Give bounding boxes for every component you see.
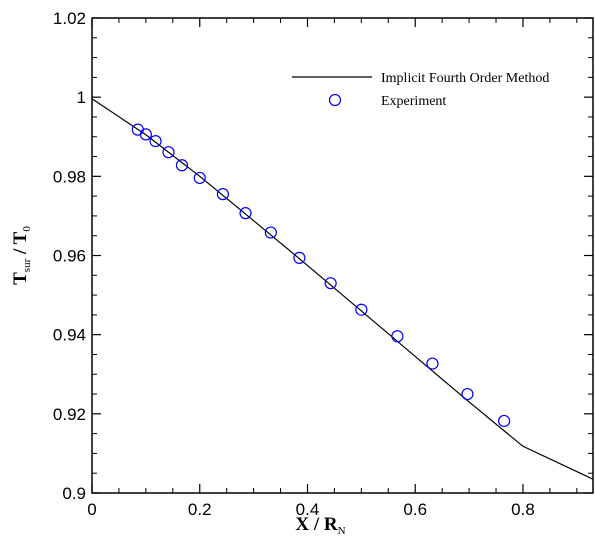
experiment-point <box>162 146 175 159</box>
y-axis-title-sub2: 0 <box>21 226 33 232</box>
x-tick-label: 0.6 <box>403 500 427 519</box>
y-tick-label: 0.94 <box>53 326 86 345</box>
experiment-point <box>175 159 189 172</box>
y-axis-title-main: T <box>10 272 31 285</box>
experiment-point <box>426 357 439 370</box>
experiment-point <box>498 414 511 428</box>
y-tick-label: 0.98 <box>53 167 86 186</box>
y-tick-label: 0.9 <box>62 484 86 503</box>
x-axis-ticks: 0 0.2 0.4 0.6 0.8 <box>87 18 578 519</box>
x-axis-title-symbol: R <box>324 514 338 535</box>
experiment-point <box>149 135 162 148</box>
experiment-point <box>391 330 404 343</box>
experiment-point <box>193 171 206 185</box>
experiment-point <box>239 207 252 220</box>
experiment-point <box>139 128 152 141</box>
x-tick-label: 0 <box>87 500 96 519</box>
y-tick-label: 0.92 <box>53 405 86 424</box>
legend-marker-sample <box>328 93 342 107</box>
y-axis-title-symbol: T <box>10 231 31 244</box>
x-axis-title: X / RN <box>295 514 345 537</box>
experiment-point <box>264 226 277 239</box>
y-tick-label: 1.02 <box>53 9 86 28</box>
experiment-point <box>293 251 306 264</box>
x-axis-title-sub: N <box>338 525 346 537</box>
experiment-point <box>355 303 368 316</box>
y-tick-label: 0.96 <box>53 247 86 266</box>
x-tick-label: 0.2 <box>188 500 212 519</box>
legend-marker-label: Experiment <box>381 94 446 109</box>
plot-frame <box>91 17 594 494</box>
legend: Implicit Fourth Order Method Experiment <box>292 71 549 109</box>
y-axis-title-sep: / <box>10 244 31 258</box>
plot-area <box>91 17 594 494</box>
y-axis-title-sub: sur <box>21 258 33 272</box>
experiment-point <box>461 387 474 401</box>
legend-line-label: Implicit Fourth Order Method <box>381 71 549 86</box>
experiment-point <box>216 188 230 201</box>
y-axis-title: Tsur / T0 <box>10 226 33 285</box>
y-tick-label: 1 <box>77 88 86 107</box>
series-line-implicit-fourth-order <box>91 98 594 480</box>
series-layer <box>91 98 594 480</box>
x-axis-title-main: X <box>295 514 309 535</box>
x-tick-label: 0.8 <box>511 500 535 519</box>
experiment-point <box>324 277 337 290</box>
y-axis-ticks: 0.9 0.92 0.94 0.96 0.98 1 1.02 <box>53 9 593 503</box>
x-axis-title-sep: / <box>309 514 324 535</box>
x-tick-label: 0.4 <box>296 500 320 519</box>
